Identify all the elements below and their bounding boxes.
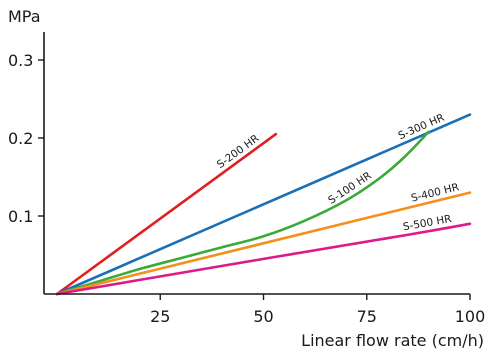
- series-layer: [55, 113, 472, 296]
- series-line-s-500-hr: [55, 222, 472, 296]
- series-line-s-100-hr: [55, 130, 430, 296]
- x-tick-label: 50: [253, 307, 273, 326]
- series-line-s-400-hr: [55, 191, 472, 296]
- tick-layer: 25 50 75 100 0.1 0.2 0.3: [8, 51, 485, 326]
- x-axis-title: Linear flow rate (cm/h): [301, 331, 484, 350]
- y-tick-label: 0.2: [8, 129, 33, 148]
- x-tick-label: 25: [150, 307, 170, 326]
- x-tick-label: 100: [455, 307, 486, 326]
- y-tick-label: 0.1: [8, 207, 33, 226]
- x-tick-label: 75: [357, 307, 377, 326]
- y-axis-title: MPa: [8, 7, 41, 26]
- series-label-s-200-hr: S-200 HR: [215, 132, 262, 171]
- y-tick-label: 0.3: [8, 51, 33, 70]
- series-line-s-300-hr: [55, 113, 472, 296]
- series-line-s-200-hr: [55, 132, 278, 296]
